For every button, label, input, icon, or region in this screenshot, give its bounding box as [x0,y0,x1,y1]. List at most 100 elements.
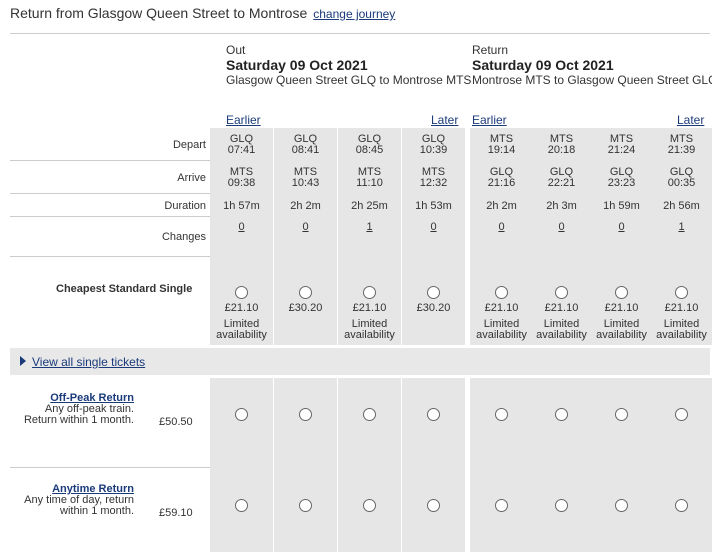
single-fare-radio[interactable] [615,286,628,299]
duration-cell: 2h 56m [650,201,712,212]
changes-link-cell: 0 [274,222,337,233]
depart-time-cell: 19:14 [470,145,533,156]
duration: 2h 56m [663,200,700,212]
depart-station: MTS [669,133,694,145]
depart-time: 19:14 [487,144,516,156]
arrive-station-cell: MTS [338,167,401,178]
depart-station-cell: MTS [530,134,593,145]
single-price: £21.10 [484,302,519,314]
change-journey-link[interactable]: change journey [313,7,396,21]
single-fare-radio[interactable] [427,286,440,299]
anytime-return-radio[interactable] [675,499,688,512]
arrive-time-cell: 00:35 [650,178,712,189]
arrive-time-cell: 21:16 [470,178,533,189]
availability-note-cell: availability [530,330,593,341]
single-fare-radio[interactable] [555,286,568,299]
off-peak-return-radio[interactable] [363,408,376,421]
anytime-return-radio[interactable] [555,499,568,512]
off-peak-return-radio[interactable] [675,408,688,421]
availability-note-cell: Limited [470,319,533,330]
depart-time: 07:41 [227,144,256,156]
view-all-singles-link[interactable]: View all single tickets [32,355,146,369]
arrive-station: MTS [421,166,446,178]
depart-station-cell: GLQ [402,134,465,145]
anytime-return-radio[interactable] [495,499,508,512]
off-peak-return-radio[interactable] [555,408,568,421]
availability-note: Limited [603,318,640,330]
arrive-time-cell: 23:23 [590,178,653,189]
depart-time-cell: 20:18 [530,145,593,156]
depart-station: MTS [609,133,634,145]
availability-note: availability [216,329,267,341]
ticket-name-link[interactable]: Off-Peak Return [50,392,134,404]
anytime-return-radio[interactable] [363,499,376,512]
availability-note: Limited [663,318,700,330]
single-fare-radio[interactable] [299,286,312,299]
single-fare-radio[interactable] [235,286,248,299]
arrive-time-cell: 11:10 [338,178,401,189]
changes-link[interactable]: 0 [558,221,565,233]
ticket-price: £50.50 [159,416,193,428]
arrive-station-cell: GLQ [590,167,653,178]
return-fare-column [210,378,273,552]
anytime-return-radio[interactable] [427,499,440,512]
ticket-desc: Return within 1 month. [23,414,134,426]
ticket-name-link[interactable]: Anytime Return [52,483,134,495]
depart-row-label: Depart [172,139,206,151]
availability-note: availability [344,329,395,341]
arrive-time-cell: 22:21 [530,178,593,189]
off-peak-return-radio[interactable] [299,408,312,421]
duration-cell: 2h 2m [274,201,337,212]
duration: 1h 53m [415,200,452,212]
duration-cell: 1h 53m [402,201,465,212]
depart-time-cell: 21:39 [650,145,712,156]
changes-link-cell: 0 [470,222,533,233]
return-route: Montrose MTS to Glasgow Queen Street GLQ [472,73,712,87]
changes-link[interactable]: 1 [366,221,373,233]
single-price: £30.20 [416,302,451,314]
ticket-anytime-return: Anytime Return Any time of day, return w… [24,484,134,517]
changes-link[interactable]: 0 [302,221,309,233]
off-peak-return-radio[interactable] [427,408,440,421]
arrive-time: 10:43 [291,177,320,189]
single-fare-radio[interactable] [675,286,688,299]
view-all-singles-bar[interactable]: View all single tickets [10,348,710,375]
single-fare-radio[interactable] [495,286,508,299]
changes-link-cell: 1 [338,222,401,233]
depart-station-cell: GLQ [274,134,337,145]
journey-column [650,128,712,345]
anytime-return-radio[interactable] [615,499,628,512]
arrive-station-cell: GLQ [650,167,712,178]
changes-link[interactable]: 0 [618,221,625,233]
single-price-cell: £21.10 [338,303,401,314]
return-fare-column [338,378,401,552]
arrive-station: MTS [357,166,382,178]
anytime-return-radio[interactable] [299,499,312,512]
off-peak-return-radio[interactable] [495,408,508,421]
availability-note: availability [656,329,707,341]
changes-row-label: Changes [161,231,206,243]
return-later-link[interactable]: Later [677,113,705,127]
changes-link[interactable]: 1 [678,221,685,233]
single-fare-radio[interactable] [363,286,376,299]
changes-link[interactable]: 0 [430,221,437,233]
outbound-later-link[interactable]: Later [431,113,459,127]
depart-time: 21:24 [607,144,636,156]
changes-link[interactable]: 0 [498,221,505,233]
changes-link[interactable]: 0 [238,221,245,233]
arrive-station: MTS [293,166,318,178]
ticket-desc: within 1 month. [60,505,134,517]
single-price-cell: £21.10 [210,303,273,314]
off-peak-return-radio[interactable] [615,408,628,421]
arrive-station-cell: GLQ [530,167,593,178]
anytime-return-radio[interactable] [235,499,248,512]
changes-link-cell: 0 [530,222,593,233]
ticket-desc: Any off-peak train. [44,403,134,415]
depart-time-cell: 07:41 [210,145,273,156]
off-peak-return-radio[interactable] [235,408,248,421]
depart-station: MTS [489,133,514,145]
outbound-earlier-link[interactable]: Earlier [226,113,261,127]
arrive-station-cell: MTS [210,167,273,178]
availability-note-cell: Limited [590,319,653,330]
return-earlier-link[interactable]: Earlier [472,113,507,127]
